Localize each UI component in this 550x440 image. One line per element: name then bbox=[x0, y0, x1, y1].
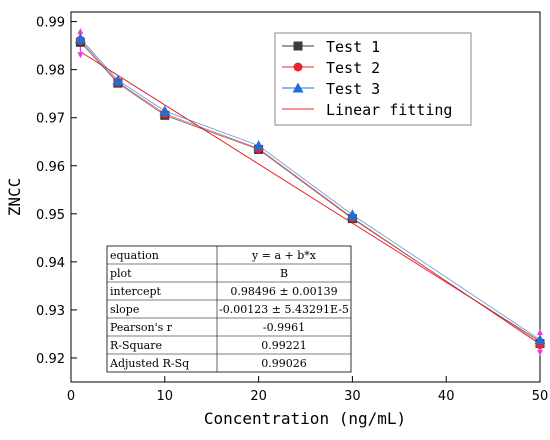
legend: Test 1 Test 2 Test 3 Linear fitting bbox=[274, 32, 472, 126]
x-tick-label: 30 bbox=[344, 389, 361, 404]
stats-label: R-Square bbox=[110, 339, 162, 352]
error-bar-cap-bottom bbox=[77, 52, 84, 59]
legend-swatch-marker bbox=[293, 41, 303, 51]
y-tick-label: 0.99 bbox=[36, 16, 65, 31]
legend-label: Linear fitting bbox=[326, 101, 452, 119]
x-tick-label: 0 bbox=[67, 389, 75, 404]
data-point-test-3 bbox=[253, 140, 265, 151]
series-line-test-3 bbox=[80, 38, 541, 341]
stats-value: -0.00123 ± 5.43291E-5 bbox=[219, 303, 349, 316]
legend-swatch-marker bbox=[293, 62, 303, 72]
error-bar-cap-top bbox=[537, 328, 543, 335]
stats-value: y = a + b*x bbox=[251, 249, 317, 262]
y-tick-label: 0.98 bbox=[36, 64, 65, 79]
stats-label: equation bbox=[110, 249, 159, 262]
legend-label: Test 2 bbox=[326, 59, 380, 77]
y-axis-title: ZNCC bbox=[5, 178, 24, 217]
error-bar-cap-top bbox=[77, 28, 84, 35]
legend-label: Test 1 bbox=[326, 38, 380, 56]
stats-value: 0.99026 bbox=[261, 357, 307, 370]
x-tick-label: 10 bbox=[157, 389, 174, 404]
stats-label: Adjusted R-Sq bbox=[109, 357, 189, 370]
x-tick-label: 40 bbox=[438, 389, 455, 404]
stats-table-frame bbox=[106, 245, 352, 373]
stats-label: Pearson's r bbox=[110, 321, 173, 334]
stats-label: plot bbox=[110, 267, 132, 280]
plot-frame bbox=[70, 11, 541, 383]
legend-box bbox=[274, 32, 472, 126]
x-axis-title: Concentration (ng/mL) bbox=[204, 409, 406, 428]
y-tick-label: 0.97 bbox=[36, 112, 65, 127]
legend-label: Test 3 bbox=[326, 80, 380, 98]
legend-swatch-marker bbox=[292, 82, 304, 93]
stats-value: B bbox=[280, 267, 288, 280]
y-tick-label: 0.92 bbox=[36, 352, 65, 367]
series-line-test-1 bbox=[80, 42, 541, 344]
stats-label: intercept bbox=[110, 285, 162, 298]
x-tick-label: 50 bbox=[532, 389, 549, 404]
data-point-test-3 bbox=[159, 105, 171, 116]
y-tick-label: 0.96 bbox=[36, 160, 65, 175]
stats-label: slope bbox=[110, 303, 139, 316]
error-bar-cap-bottom bbox=[537, 349, 543, 356]
y-tick-label: 0.94 bbox=[36, 256, 65, 271]
data-point-test-3 bbox=[534, 334, 546, 345]
data-point-test-3 bbox=[74, 32, 86, 43]
stats-value: 0.98496 ± 0.00139 bbox=[230, 285, 337, 298]
stats-value: -0.9961 bbox=[263, 321, 305, 334]
data-point-test-3 bbox=[346, 209, 358, 220]
stats-value: 0.99221 bbox=[261, 339, 307, 352]
x-tick-label: 20 bbox=[250, 389, 267, 404]
series-line-test-2 bbox=[80, 40, 541, 345]
y-tick-label: 0.93 bbox=[36, 304, 65, 319]
y-tick-label: 0.95 bbox=[36, 208, 65, 223]
data-point-test-3 bbox=[112, 74, 124, 85]
